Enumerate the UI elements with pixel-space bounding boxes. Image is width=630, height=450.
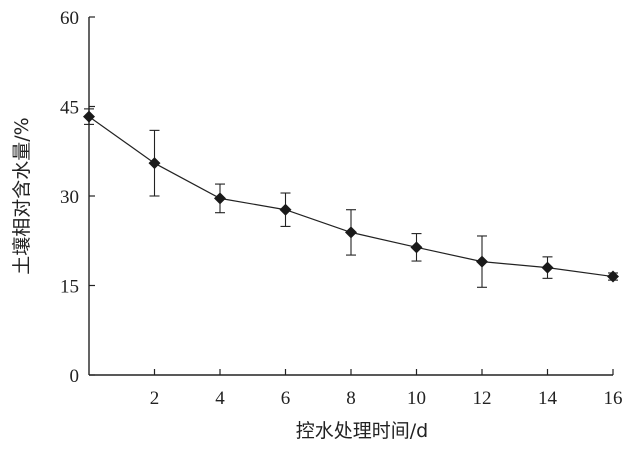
data-point-marker — [476, 255, 488, 268]
data-point-marker — [607, 270, 619, 283]
y-ticks: 0 15 30 45 60 — [60, 8, 95, 387]
data-point-marker — [83, 110, 95, 123]
x-tick-label: 6 — [281, 388, 291, 409]
data-point-marker — [148, 157, 161, 170]
y-tick-label: 15 — [60, 277, 79, 298]
y-axis-title: 土壤相对含水量/% — [11, 117, 33, 274]
data-point-marker — [541, 261, 554, 274]
x-tick-label: 8 — [346, 388, 356, 409]
x-tick-label: 10 — [407, 388, 426, 409]
y-tick-label: 60 — [60, 8, 79, 29]
x-tick-label: 4 — [215, 388, 225, 409]
data-point-marker — [214, 192, 226, 205]
data-point-marker — [410, 241, 423, 254]
axes — [88, 17, 613, 376]
y-tick-label: 0 — [70, 366, 80, 387]
x-tick-label: 2 — [150, 388, 160, 409]
x-tick-label: 14 — [538, 388, 558, 409]
series — [83, 108, 619, 288]
x-tick-label: 12 — [473, 388, 492, 409]
x-tick-label: 16 — [604, 388, 623, 409]
y-tick-label: 30 — [60, 187, 79, 208]
x-ticks: 2 4 6 8 10 12 14 16 — [150, 369, 623, 409]
x-axis-title: 控水处理时间/d — [296, 420, 428, 442]
data-point-marker — [345, 226, 357, 239]
y-tick-label: 45 — [60, 98, 79, 119]
data-point-marker — [279, 203, 292, 216]
